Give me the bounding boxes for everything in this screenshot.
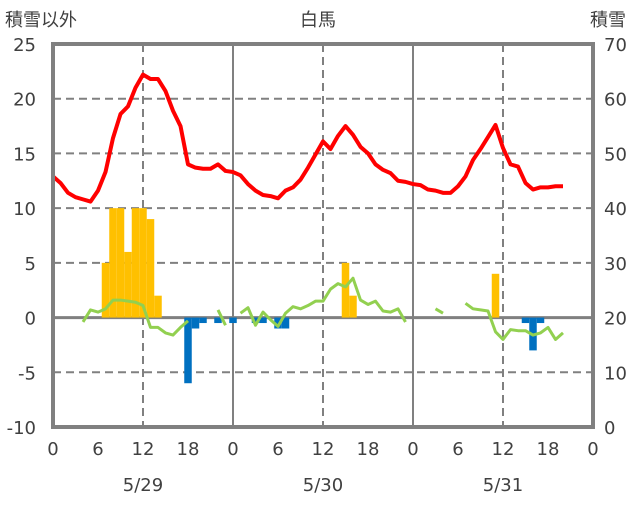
- x-tick-label: 6: [92, 439, 103, 460]
- right-axis-label: 積雪: [590, 10, 626, 31]
- x-tick-label: 6: [452, 439, 463, 460]
- bar: [191, 317, 200, 329]
- x-tick-label: 12: [132, 439, 155, 460]
- bar: [274, 317, 282, 329]
- date-label: 5/31: [483, 475, 523, 496]
- x-tick-label: 0: [587, 439, 598, 460]
- x-tick-label: 0: [407, 439, 418, 460]
- bar: [491, 273, 500, 318]
- red-series-line: [51, 72, 563, 204]
- bar: [146, 219, 155, 318]
- y-left-tick-label: -10: [7, 418, 36, 439]
- bar: [184, 317, 192, 384]
- y-right-tick-label: 40: [604, 199, 627, 220]
- bar: [116, 208, 125, 318]
- bar: [536, 317, 545, 324]
- x-tick-label: 18: [357, 439, 380, 460]
- y-left-tick-label: 5: [25, 254, 36, 275]
- y-right-tick-label: 60: [604, 90, 627, 111]
- bar: [124, 251, 132, 318]
- bar: [251, 317, 260, 324]
- bar: [131, 208, 140, 318]
- x-tick-label: 18: [177, 439, 200, 460]
- bar: [229, 317, 237, 324]
- left-axis-label: 積雪以外: [5, 10, 77, 31]
- bar: [101, 262, 110, 318]
- green-series-line: [239, 276, 407, 328]
- y-left-tick-label: -5: [18, 363, 36, 384]
- bar: [199, 317, 207, 324]
- y-left-tick-label: 15: [13, 144, 36, 165]
- x-tick-label: 0: [47, 439, 58, 460]
- green-series-line: [81, 298, 189, 337]
- y-left-tick-label: 10: [13, 199, 36, 220]
- y-right-tick-label: 50: [604, 144, 627, 165]
- y-right-tick-label: 20: [604, 309, 627, 330]
- y-right-tick-label: 10: [604, 363, 627, 384]
- green-series-line: [464, 302, 564, 341]
- y-right-tick-label: 30: [604, 254, 627, 275]
- plot-frame: [51, 42, 595, 429]
- x-tick-label: 0: [227, 439, 238, 460]
- bar: [139, 208, 147, 318]
- bar: [521, 317, 530, 324]
- x-tick-label: 18: [537, 439, 560, 460]
- bar: [281, 317, 290, 329]
- x-tick-label: 12: [492, 439, 515, 460]
- bar: [349, 295, 357, 318]
- y-left-tick-label: 25: [13, 35, 36, 56]
- bar: [259, 317, 267, 324]
- date-label: 5/30: [303, 475, 343, 496]
- bar: [109, 208, 117, 318]
- chart-title: 白馬: [300, 10, 336, 31]
- bar: [154, 295, 162, 318]
- x-tick-label: 12: [312, 439, 335, 460]
- y-right-tick-label: 0: [604, 418, 615, 439]
- date-label: 5/29: [123, 475, 163, 496]
- y-right-tick-label: 70: [604, 35, 627, 56]
- y-left-tick-label: 0: [25, 309, 36, 330]
- bar: [214, 317, 222, 324]
- x-tick-label: 6: [272, 439, 283, 460]
- bar: [341, 262, 350, 318]
- y-left-tick-label: 20: [13, 90, 36, 111]
- green-series-line: [434, 307, 444, 315]
- green-series-line: [216, 309, 227, 326]
